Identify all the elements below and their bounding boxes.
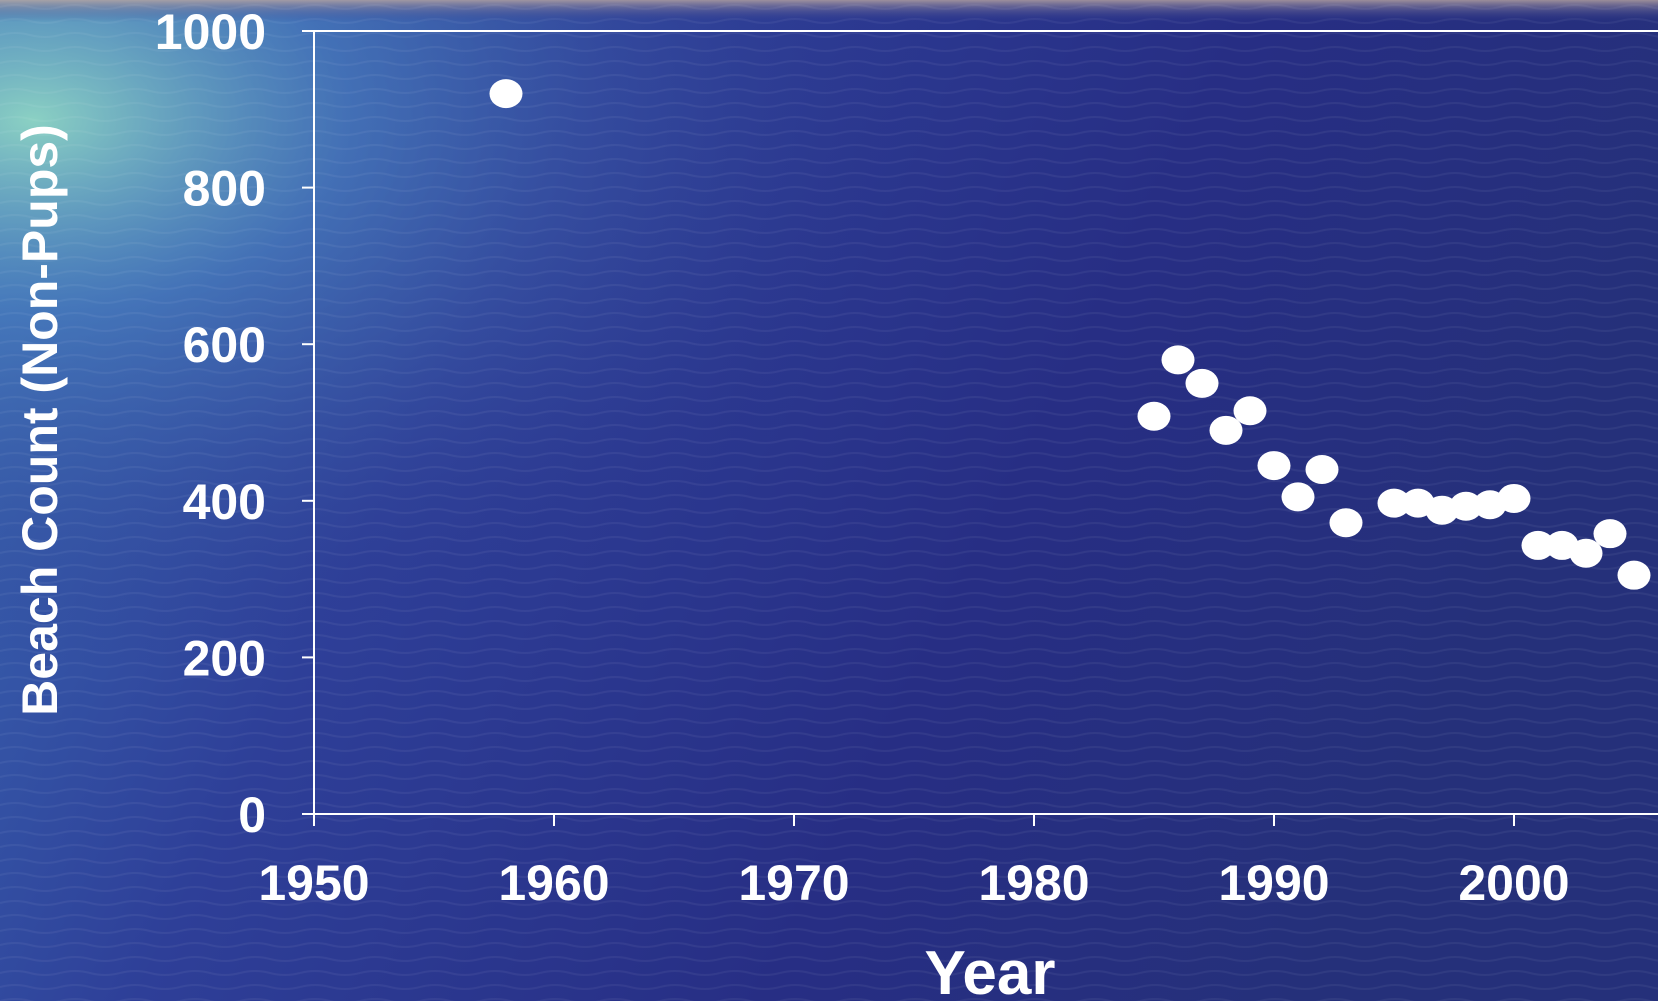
x-tick-label: 1960 — [498, 855, 609, 911]
data-point — [489, 79, 523, 109]
data-point — [1377, 488, 1411, 518]
data-points — [489, 79, 1651, 590]
y-tick-label: 800 — [183, 161, 266, 217]
x-axis-ticks: 1950 1960 1970 1980 1990 2000 — [258, 814, 1570, 911]
data-point — [1161, 345, 1195, 375]
x-tick-label: 1990 — [1218, 855, 1329, 911]
data-point — [1593, 519, 1627, 549]
data-point — [1329, 508, 1363, 538]
x-tick-label: 1950 — [258, 855, 369, 911]
data-point — [1209, 415, 1243, 445]
x-tick-label: 1980 — [978, 855, 1089, 911]
data-point — [1137, 401, 1171, 431]
data-point — [1305, 454, 1339, 484]
y-tick-label: 200 — [183, 630, 266, 686]
x-tick-label: 1970 — [738, 855, 849, 911]
y-axis-ticks: 0 200 400 600 800 1000 — [155, 4, 314, 843]
data-point — [1449, 491, 1483, 521]
data-point — [1617, 560, 1651, 590]
data-point — [1281, 482, 1315, 512]
x-axis-title: Year — [924, 939, 1055, 1001]
x-tick-label: 2000 — [1458, 855, 1569, 911]
y-tick-label: 600 — [183, 317, 266, 373]
y-tick-label: 0 — [238, 787, 266, 843]
data-point — [1257, 451, 1291, 481]
data-point — [1233, 396, 1267, 426]
y-axis-title: Beach Count (Non-Pups) — [12, 124, 68, 716]
data-point — [1497, 483, 1531, 513]
data-point — [1185, 368, 1219, 398]
data-point — [1569, 538, 1603, 568]
y-tick-label: 1000 — [155, 4, 266, 60]
axes — [313, 30, 1658, 815]
data-point — [1521, 530, 1555, 560]
y-tick-label: 400 — [183, 474, 266, 530]
